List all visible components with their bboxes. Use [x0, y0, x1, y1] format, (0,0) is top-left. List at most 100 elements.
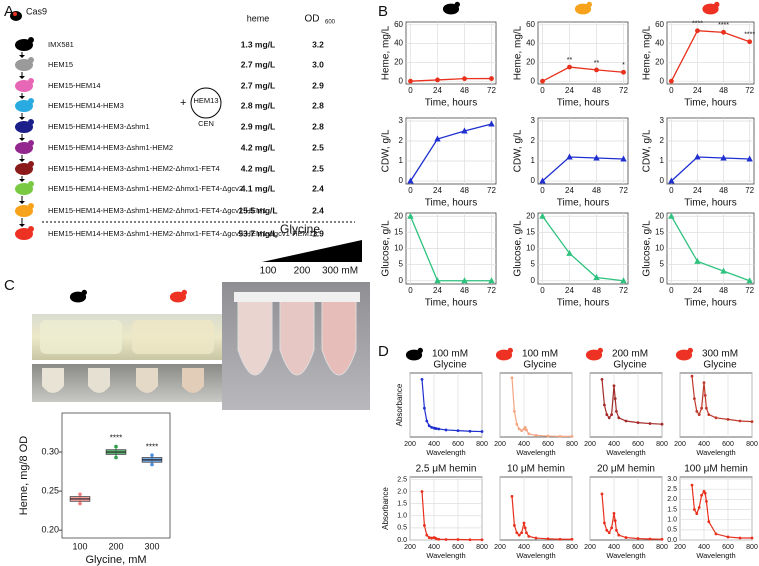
- arrow-head: [19, 179, 25, 182]
- arrow-head: [19, 159, 25, 162]
- y-tick-label: 1: [660, 156, 665, 165]
- x-tick-label: 0: [540, 186, 545, 195]
- data-point: [714, 416, 718, 420]
- x-axis-label: Wavelength: [516, 448, 555, 457]
- x-tick-label: 72: [619, 86, 628, 95]
- y-tick-label: 20: [394, 211, 403, 220]
- yeast-bud: [507, 347, 513, 354]
- glycine-level: 300 mM: [322, 266, 358, 277]
- photo-plates: [32, 314, 224, 360]
- plot-area: [589, 372, 663, 438]
- data-point: [510, 376, 514, 380]
- x-axis-label: Wavelength: [426, 448, 465, 457]
- x-tick-label: 24: [693, 86, 702, 95]
- data-point: [427, 424, 431, 428]
- y-tick-label: 40: [394, 39, 403, 48]
- yeast-bud: [28, 119, 34, 125]
- data-point: [695, 512, 699, 515]
- y-tick-label: 0.0: [667, 537, 677, 544]
- significance: *: [622, 62, 625, 69]
- y-tick-label: 1: [531, 156, 536, 165]
- data-point: [600, 492, 604, 496]
- yeast-bud: [417, 347, 423, 354]
- data-point: [488, 120, 495, 127]
- y-tick-label: 3: [399, 116, 404, 125]
- data-point: [707, 520, 711, 524]
- data-point: [520, 429, 523, 432]
- y-tick-label: 2.5: [667, 486, 677, 493]
- plot-area: [405, 21, 497, 85]
- cas9-mark: [10, 11, 22, 21]
- x-tick-label: 800: [746, 544, 758, 551]
- data-point: [558, 434, 562, 438]
- data-point: [525, 428, 528, 432]
- y-tick-label: 0: [399, 176, 404, 185]
- y-tick-label: 0: [399, 276, 404, 285]
- od-value: 2.8: [312, 100, 324, 110]
- data-point: [517, 533, 521, 537]
- x-tick-label: 800: [656, 441, 668, 448]
- data-point: [603, 403, 606, 407]
- data-point: [690, 483, 694, 487]
- data-point: [423, 406, 426, 410]
- chart-title: 10 μM hemin: [507, 464, 565, 475]
- data-point: [648, 537, 652, 541]
- yeast-bud: [28, 161, 34, 167]
- data-point: [620, 155, 627, 162]
- x-tick-label: 0: [540, 86, 545, 95]
- x-axis-label: Wavelength: [606, 448, 645, 457]
- x-tick-label: 72: [619, 286, 628, 295]
- data-point: [407, 177, 414, 184]
- x-tick-label: 48: [460, 86, 469, 95]
- data-point: [558, 537, 562, 541]
- data-point: [513, 410, 516, 413]
- yeast-bud: [181, 289, 187, 296]
- x-tick-label: 200: [108, 541, 123, 551]
- yeast-icon: [15, 228, 33, 240]
- x-axis-label: Wavelength: [516, 551, 555, 560]
- data-point: [720, 267, 727, 274]
- data-point: [456, 538, 460, 541]
- x-axis-label: Time, hours: [557, 298, 609, 309]
- data-point: [515, 422, 519, 426]
- significance: ****: [146, 442, 158, 451]
- plot-area: [405, 117, 497, 185]
- x-tick-label: 200: [404, 441, 416, 448]
- heme-value: 15.5 mg/L: [238, 205, 277, 215]
- yeast-icon: [15, 183, 33, 195]
- data-point: [668, 177, 675, 184]
- y-axis-label: Heme, mg/L: [642, 25, 653, 80]
- y-tick-label: 60: [655, 20, 664, 29]
- data-point: [437, 427, 441, 431]
- data-point: [697, 506, 701, 509]
- y-axis-label: Glucose, g/L: [513, 220, 524, 277]
- series-line: [542, 66, 624, 82]
- data-point: [746, 277, 753, 284]
- data-point: [570, 537, 574, 541]
- arrow-head: [19, 96, 25, 99]
- data-point: [593, 274, 600, 281]
- panel-label: A: [4, 3, 14, 20]
- x-tick-label: 24: [565, 286, 574, 295]
- data-point: [566, 249, 573, 256]
- data-point: [695, 410, 699, 413]
- data-point: [468, 429, 472, 433]
- data-point: [747, 39, 753, 45]
- data-point: [694, 257, 701, 264]
- cas9-dot: [13, 12, 17, 16]
- y-tick-label: 0.20: [41, 525, 59, 535]
- series-line: [670, 156, 750, 182]
- header-heme: heme: [247, 13, 270, 23]
- y-tick-label: 3: [531, 116, 536, 125]
- x-tick-label: 200: [494, 544, 506, 551]
- y-tick-label: 2: [531, 136, 536, 145]
- data-point: [461, 127, 468, 134]
- x-tick-label: 72: [619, 186, 628, 195]
- data-point: [607, 531, 611, 535]
- yeast-bud: [28, 37, 34, 43]
- data-point: [714, 532, 718, 536]
- x-tick-label: 48: [719, 86, 728, 95]
- y-axis-label: CDW, g/L: [381, 129, 392, 172]
- data-point: [703, 491, 707, 495]
- data-point: [738, 536, 742, 540]
